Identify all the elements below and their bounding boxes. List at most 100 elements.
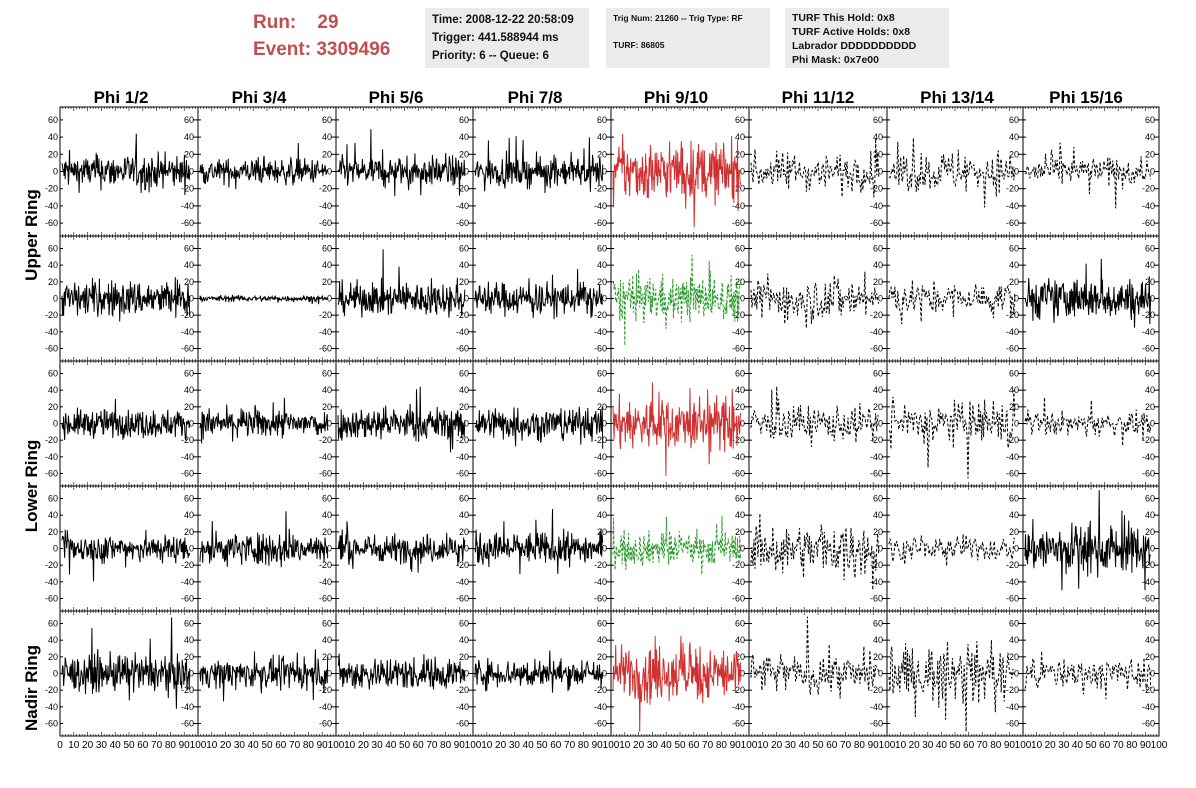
- y-tick-label: -60: [732, 719, 745, 729]
- y-tick-label: -40: [45, 702, 58, 712]
- waveform-trace: [475, 509, 603, 574]
- y-tick-label: 20: [1145, 527, 1155, 537]
- y-tick-label: 20: [1145, 277, 1155, 287]
- y-tick-label: -20: [456, 435, 469, 445]
- y-tick-label: -60: [594, 719, 607, 729]
- y-tick-label: 0: [878, 669, 883, 679]
- y-tick-label: -60: [456, 218, 469, 228]
- y-tick-label: 60: [48, 494, 58, 504]
- y-tick-label: 40: [459, 132, 469, 142]
- y-tick-label: -40: [181, 201, 194, 211]
- y-tick-label: -20: [870, 184, 883, 194]
- y-tick-label: -60: [1142, 218, 1155, 228]
- y-tick-label: -40: [1006, 452, 1019, 462]
- y-tick-label: 20: [48, 277, 58, 287]
- waveform-trace: [889, 280, 1015, 324]
- y-tick-label: -40: [870, 452, 883, 462]
- y-tick-label: 40: [459, 260, 469, 270]
- y-tick-label: 20: [597, 149, 607, 159]
- y-tick-label: -40: [594, 201, 607, 211]
- y-tick-label: 60: [1145, 369, 1155, 379]
- y-tick-label: 60: [322, 494, 332, 504]
- y-tick-label: -60: [1006, 594, 1019, 604]
- y-tick-label: 40: [459, 510, 469, 520]
- y-tick-label: -20: [1006, 184, 1019, 194]
- y-tick-label: -40: [1142, 452, 1155, 462]
- waveform-trace: [751, 617, 879, 699]
- panel-frame: [198, 611, 336, 736]
- waveform-trace: [475, 136, 603, 193]
- y-tick-label: 20: [1145, 402, 1155, 412]
- y-tick-label: 0: [53, 669, 58, 679]
- y-tick-label: -40: [1006, 577, 1019, 587]
- waveform-trace: [338, 521, 465, 573]
- y-tick-label: -20: [594, 310, 607, 320]
- y-tick-label: 40: [459, 635, 469, 645]
- y-tick-label: -40: [1142, 702, 1155, 712]
- y-tick-label: -20: [1006, 685, 1019, 695]
- waveform-trace: [751, 387, 879, 447]
- y-tick-label: 0: [327, 294, 332, 304]
- y-tick-label: 40: [1009, 260, 1019, 270]
- y-tick-label: 40: [735, 385, 745, 395]
- y-tick-label: 20: [184, 527, 194, 537]
- y-tick-label: 40: [1145, 635, 1155, 645]
- y-tick-label: -40: [1006, 327, 1019, 337]
- y-tick-label: 40: [184, 260, 194, 270]
- y-tick-label: -20: [1006, 310, 1019, 320]
- y-tick-label: 40: [873, 260, 883, 270]
- y-tick-label: 60: [48, 619, 58, 629]
- y-tick-label: -60: [456, 594, 469, 604]
- y-tick-label: -60: [1142, 344, 1155, 354]
- y-tick-label: -60: [594, 594, 607, 604]
- waveform-trace: [475, 651, 603, 693]
- y-tick-label: 20: [184, 149, 194, 159]
- y-tick-label: -60: [732, 218, 745, 228]
- y-tick-label: 40: [735, 510, 745, 520]
- y-tick-label: 40: [1009, 132, 1019, 142]
- y-tick-label: -40: [1142, 327, 1155, 337]
- y-tick-label: 60: [184, 494, 194, 504]
- waveform-trace: [338, 387, 465, 453]
- y-tick-label: 60: [459, 619, 469, 629]
- y-tick-label: 20: [597, 652, 607, 662]
- y-tick-label: 40: [873, 385, 883, 395]
- y-tick-label: 60: [873, 494, 883, 504]
- waveform-trace: [751, 138, 879, 197]
- y-tick-label: 20: [48, 652, 58, 662]
- y-tick-label: 20: [1009, 527, 1019, 537]
- y-tick-label: -20: [732, 685, 745, 695]
- y-tick-label: -20: [181, 560, 194, 570]
- waveform-trace: [200, 511, 328, 567]
- y-tick-label: 40: [48, 385, 58, 395]
- y-tick-label: -40: [1006, 702, 1019, 712]
- y-tick-label: 60: [597, 244, 607, 254]
- y-tick-label: -20: [1006, 560, 1019, 570]
- y-tick-label: 40: [48, 132, 58, 142]
- y-tick-label: 40: [322, 260, 332, 270]
- waveform-trace: [751, 513, 879, 590]
- y-tick-label: 40: [184, 385, 194, 395]
- y-tick-label: 60: [48, 115, 58, 125]
- y-tick-label: 60: [184, 369, 194, 379]
- waveform-trace: [62, 530, 190, 582]
- y-tick-label: -40: [456, 201, 469, 211]
- y-tick-label: -60: [319, 344, 332, 354]
- y-tick-label: -20: [319, 310, 332, 320]
- y-tick-label: -20: [45, 685, 58, 695]
- y-tick-label: -40: [732, 452, 745, 462]
- y-tick-label: -20: [45, 184, 58, 194]
- y-tick-label: 60: [1145, 494, 1155, 504]
- y-tick-label: 0: [53, 294, 58, 304]
- y-tick-label: 0: [53, 419, 58, 429]
- y-tick-label: 60: [184, 115, 194, 125]
- y-tick-label: -60: [181, 218, 194, 228]
- y-tick-label: -40: [319, 327, 332, 337]
- panel-frame: [887, 236, 1023, 361]
- y-tick-label: -40: [1142, 201, 1155, 211]
- y-tick-label: 0: [1014, 669, 1019, 679]
- y-tick-label: 0: [327, 167, 332, 177]
- y-tick-label: -20: [181, 184, 194, 194]
- y-tick-label: 0: [740, 167, 745, 177]
- y-tick-label: 60: [184, 244, 194, 254]
